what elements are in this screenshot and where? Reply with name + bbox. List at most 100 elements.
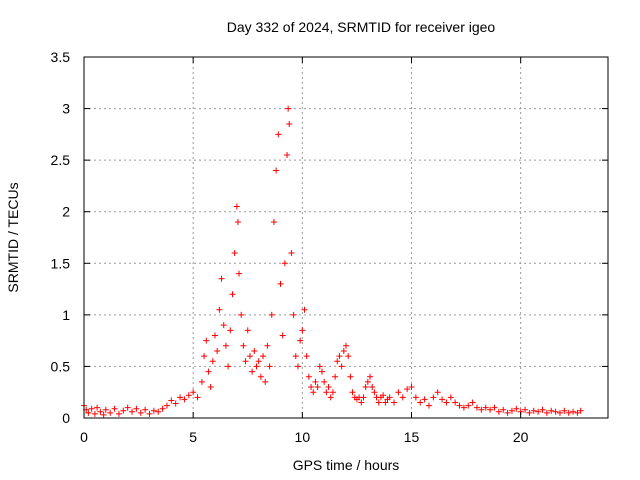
axis-tick-labels: 0 5 10 15 20 0 0.5 1 1.5 2 2.5 3 3.5: [51, 49, 529, 445]
data-point: [299, 327, 306, 334]
data-point: [244, 327, 251, 334]
data-point: [216, 306, 223, 313]
data-point: [294, 363, 301, 370]
data-point: [168, 397, 175, 404]
data-point: [107, 409, 114, 416]
axis-ticks: [83, 56, 608, 419]
data-point: [443, 399, 450, 406]
data-point: [526, 409, 533, 416]
data-point: [386, 394, 393, 401]
y-tick-label: 1: [62, 307, 70, 323]
data-points: [81, 105, 584, 418]
data-point: [290, 311, 297, 318]
data-point: [163, 402, 170, 409]
data-point: [338, 363, 345, 370]
data-point: [500, 406, 507, 413]
data-point: [124, 404, 131, 411]
data-point: [150, 407, 157, 414]
data-point: [308, 384, 315, 391]
data-point: [404, 386, 411, 393]
data-point: [561, 407, 568, 414]
data-point: [185, 392, 192, 399]
y-tick-label: 3: [62, 101, 70, 117]
data-point: [358, 399, 365, 406]
data-point: [556, 409, 563, 416]
data-point: [399, 394, 406, 401]
data-point: [285, 105, 292, 112]
data-point: [360, 394, 367, 401]
chart-title: Day 332 of 2024, SRMTID for receiver ige…: [227, 19, 496, 35]
data-point: [340, 347, 347, 354]
data-point: [207, 384, 214, 391]
data-point: [364, 378, 371, 385]
data-point: [231, 249, 238, 256]
data-point: [225, 363, 232, 370]
data-point: [257, 373, 264, 380]
data-point: [380, 392, 387, 399]
data-point: [336, 353, 343, 360]
data-point: [242, 358, 249, 365]
data-point: [487, 406, 494, 413]
data-point: [251, 347, 258, 354]
data-point: [292, 353, 299, 360]
data-point: [343, 342, 349, 349]
data-point: [246, 353, 253, 360]
y-axis-label: SRMTID / TECUs: [5, 182, 21, 292]
data-point: [273, 167, 280, 174]
data-point: [297, 337, 304, 344]
data-point: [284, 151, 291, 158]
data-point: [412, 394, 419, 401]
data-point: [286, 121, 293, 128]
data-point: [91, 410, 98, 417]
data-point: [565, 409, 572, 416]
data-point: [222, 342, 229, 349]
data-point: [85, 409, 92, 416]
data-point: [264, 342, 271, 349]
data-point: [253, 363, 260, 370]
data-point: [530, 407, 537, 414]
data-point: [369, 384, 376, 391]
data-point: [227, 327, 234, 334]
data-point: [240, 342, 247, 349]
x-axis-label: GPS time / hours: [293, 457, 400, 473]
data-point: [417, 399, 424, 406]
data-point: [439, 396, 446, 403]
data-point: [233, 203, 240, 210]
data-point: [277, 280, 284, 287]
data-point: [323, 389, 330, 396]
data-point: [88, 405, 95, 412]
data-point: [198, 378, 205, 385]
data-point: [327, 394, 334, 401]
data-point: [371, 389, 378, 396]
data-point: [177, 394, 184, 401]
data-point: [181, 396, 188, 403]
data-point: [275, 131, 282, 138]
data-point: [133, 405, 140, 412]
data-point: [314, 384, 321, 391]
data-point: [262, 378, 269, 385]
data-point: [312, 378, 319, 385]
data-point: [305, 373, 312, 380]
x-tick-label: 10: [295, 429, 311, 445]
y-tick-label: 0.5: [51, 358, 71, 374]
data-point: [146, 410, 153, 417]
data-point: [214, 347, 221, 354]
data-point: [281, 260, 288, 267]
data-point: [349, 389, 356, 396]
data-point: [115, 410, 122, 417]
data-point: [120, 407, 127, 414]
data-point: [469, 399, 476, 406]
data-point: [574, 409, 581, 416]
data-point: [329, 389, 336, 396]
data-point: [539, 406, 546, 413]
data-point: [155, 408, 162, 415]
data-point: [260, 353, 267, 360]
y-tick-label: 2: [62, 204, 70, 220]
data-point: [205, 368, 212, 375]
x-tick-label: 5: [189, 429, 197, 445]
data-point: [375, 399, 382, 406]
data-point: [543, 409, 550, 416]
data-point: [212, 332, 218, 339]
data-point: [111, 405, 118, 412]
data-point: [137, 409, 144, 416]
